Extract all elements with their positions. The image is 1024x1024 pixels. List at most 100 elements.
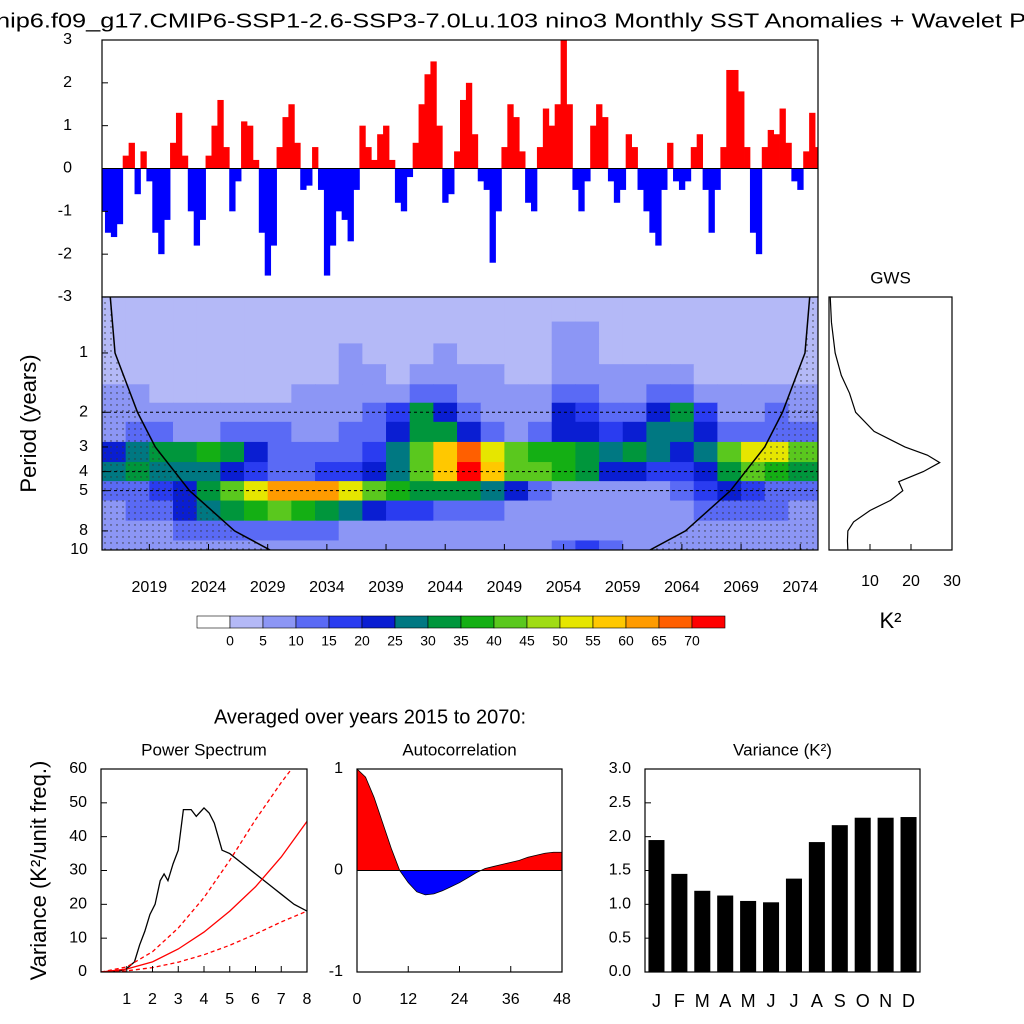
anomaly-bar (785, 142, 792, 169)
plot-frame (828, 296, 953, 551)
power-cell (362, 500, 387, 522)
anomaly-bar (489, 168, 496, 263)
y-tick-label: 40 (69, 828, 87, 845)
power-cell (244, 321, 269, 345)
x-tick-label: S (834, 991, 846, 1011)
power-cell (125, 297, 150, 323)
power-cell (670, 481, 695, 502)
power-cell (741, 297, 766, 323)
anomaly-bar (696, 134, 704, 169)
power-cell (504, 384, 529, 404)
colorbar-box (559, 615, 594, 629)
y-tick-label: 8 (79, 522, 88, 539)
anomaly-bar (471, 134, 479, 169)
anomaly-bar (282, 117, 289, 169)
power-cell (457, 384, 482, 404)
anomaly-bar (661, 168, 668, 190)
power-cell (362, 421, 387, 443)
figure-title: hip6.f09_g17.CMIP6-SSP1-2.6-SSP3-7.0Lu.1… (0, 10, 1024, 32)
power-cell (670, 402, 695, 423)
power-cell (551, 364, 576, 385)
power-cell (433, 321, 458, 345)
power-cell (717, 421, 742, 443)
power-cell (386, 343, 411, 365)
power-cell (196, 321, 221, 345)
power-cell (646, 520, 671, 542)
power-cell (599, 364, 624, 385)
anomaly-bar (779, 108, 786, 169)
anomaly-bar (720, 147, 727, 169)
power-cell (717, 364, 742, 385)
x-tick-label: 1 (122, 991, 131, 1008)
anomaly-bar (317, 168, 325, 190)
power-cell (386, 441, 411, 463)
power-cell (504, 364, 529, 385)
y-tick-label: 2.0 (609, 828, 631, 845)
bar (694, 890, 711, 972)
anomaly-bar (483, 168, 490, 190)
anomaly-bar (424, 74, 431, 169)
power-cell (267, 402, 292, 423)
power-cell (362, 540, 387, 550)
power-cell (220, 343, 245, 365)
power-cell (622, 441, 647, 463)
power-cell (528, 343, 553, 365)
x-tick-label: J (652, 991, 661, 1011)
anomaly-bar (122, 155, 130, 169)
x-tick-label: J (789, 991, 798, 1011)
power-cell (267, 481, 292, 502)
spectrum-line (101, 769, 293, 972)
colorbar-box (295, 615, 330, 629)
power-cell (315, 402, 340, 423)
power-cell (622, 343, 647, 365)
power-cell (741, 402, 766, 423)
bar (900, 817, 917, 972)
power-cell (457, 421, 482, 443)
x-tick-label: 2034 (309, 579, 345, 596)
power-cell (386, 421, 411, 443)
power-cell (338, 540, 363, 550)
power-cell (291, 500, 316, 522)
power-cell (220, 364, 245, 385)
section-heading: Averaged over years 2015 to 2070: (214, 706, 526, 728)
power-cell (220, 500, 245, 522)
anomaly-bar (501, 147, 508, 169)
power-cell (480, 384, 505, 404)
power-cell (646, 321, 671, 345)
power-cell (409, 297, 434, 323)
power-cell (196, 384, 221, 404)
y-tick-label: 3 (63, 31, 72, 48)
power-cell (717, 343, 742, 365)
power-cell (196, 297, 221, 323)
anomaly-bar (684, 168, 692, 182)
anomaly-bar (347, 168, 354, 242)
power-cell (149, 297, 174, 323)
colorbar-label: 10 (288, 633, 304, 649)
power-cell (457, 321, 482, 345)
x-tick-label: D (902, 991, 915, 1011)
power-cell (220, 297, 245, 323)
anomaly-bar (809, 112, 816, 169)
power-cell (646, 364, 671, 385)
anomaly-bar (554, 104, 561, 169)
power-cell (196, 402, 221, 423)
power-cell (764, 297, 790, 323)
anomaly-bar (596, 104, 603, 169)
power-cell (433, 421, 458, 443)
power-cell (244, 421, 269, 443)
power-cell (196, 462, 221, 482)
anomaly-bar (418, 104, 425, 169)
x-tick-label: 24 (451, 991, 469, 1008)
power-cell (315, 384, 340, 404)
bar (717, 895, 734, 972)
anomaly-bar (732, 69, 739, 169)
anomaly-bar (276, 147, 283, 169)
x-tick-label: 36 (502, 991, 520, 1008)
x-tick-label: 2024 (191, 579, 227, 596)
power-cell (338, 520, 363, 542)
power-cell (362, 297, 387, 323)
power-cell (409, 540, 434, 550)
anomaly-bar (791, 168, 798, 182)
coi-stipple (649, 297, 818, 550)
power-cell (173, 321, 198, 345)
